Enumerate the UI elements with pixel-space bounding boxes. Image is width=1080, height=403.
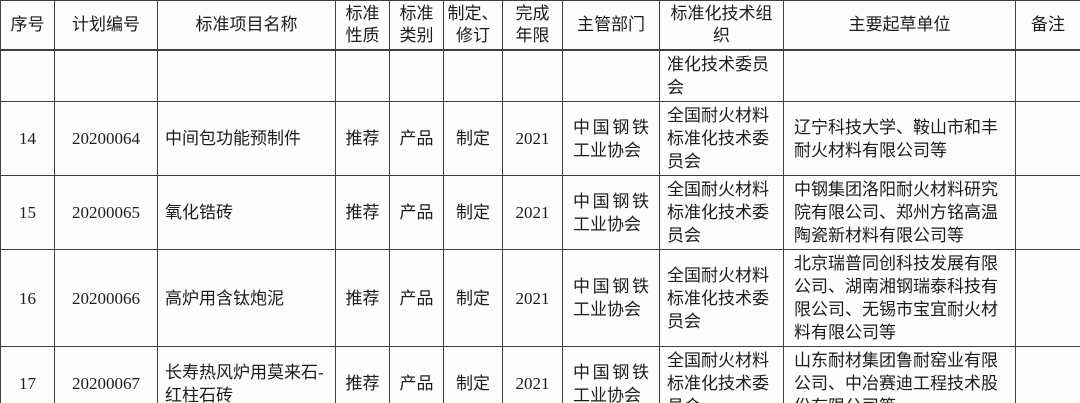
cell-drafters <box>783 49 1016 102</box>
cell-nature <box>335 49 390 102</box>
cell-remarks <box>1015 101 1080 176</box>
cell-drafters: 北京瑞普同创科技发展有限公司、湖南湘钢瑞泰科技有限公司、无锡市宝宜耐火材料有限公… <box>783 249 1016 347</box>
cell-action <box>443 49 503 102</box>
col-header-nature: 标准 性质 <box>335 0 390 51</box>
table-row-partial: 准化技术委员会 <box>0 49 1080 102</box>
col-header-action: 制定、 修订 <box>443 0 503 51</box>
cell-year: 2021 <box>502 175 563 250</box>
cell-org-continuation: 准化技术委员会 <box>659 49 784 102</box>
col-header-seq: 序号 <box>0 0 55 51</box>
cell-name: 中间包功能预制件 <box>157 101 336 176</box>
cell-dept: 中国钢铁工业协会 <box>562 101 660 176</box>
cell-drafters: 辽宁科技大学、鞍山市和丰耐火材料有限公司等 <box>783 101 1016 176</box>
cell-year <box>502 49 563 102</box>
table-row: 16 20200066 高炉用含钛炮泥 推荐 产品 制定 2021 中国钢铁工业… <box>0 249 1080 347</box>
col-header-remarks: 备注 <box>1015 0 1080 51</box>
cell-category: 产品 <box>389 175 444 250</box>
table-row: 14 20200064 中间包功能预制件 推荐 产品 制定 2021 中国钢铁工… <box>0 101 1080 176</box>
cell-category: 产品 <box>389 249 444 347</box>
cell-org: 全国耐火材料标准化技术委员会 <box>659 101 784 176</box>
cell-org: 全国耐火材料标准化技术委员会 <box>659 249 784 347</box>
cell-org: 全国耐火材料标准化技术委员会 <box>659 175 784 250</box>
cell-dept: 中国钢铁工业协会 <box>562 249 660 347</box>
cell-org: 全国耐火材料标准化技术委员会 <box>659 346 784 403</box>
col-header-category: 标准 类别 <box>389 0 444 51</box>
cell-plan-no <box>54 49 158 102</box>
col-header-year: 完成 年限 <box>502 0 563 51</box>
cell-category: 产品 <box>389 101 444 176</box>
cell-seq: 17 <box>0 346 55 403</box>
col-header-name: 标准项目名称 <box>157 0 336 51</box>
table-row: 15 20200065 氧化锆砖 推荐 产品 制定 2021 中国钢铁工业协会 … <box>0 175 1080 250</box>
cell-action: 制定 <box>443 249 503 347</box>
cell-nature: 推荐 <box>335 346 390 403</box>
cell-seq <box>0 49 55 102</box>
cell-name <box>157 49 336 102</box>
cell-category <box>389 49 444 102</box>
col-header-plan-no: 计划编号 <box>54 0 158 51</box>
cell-year: 2021 <box>502 101 563 176</box>
cell-name: 氧化锆砖 <box>157 175 336 250</box>
header-row: 序号 计划编号 标准项目名称 标准 性质 标准 类别 制定、 修订 完成 年限 … <box>0 0 1080 51</box>
cell-dept: 中国钢铁工业协会 <box>562 346 660 403</box>
col-header-dept: 主管部门 <box>562 0 660 51</box>
cell-name: 高炉用含钛炮泥 <box>157 249 336 347</box>
cell-plan-no: 20200064 <box>54 101 158 176</box>
cell-plan-no: 20200067 <box>54 346 158 403</box>
cell-action: 制定 <box>443 101 503 176</box>
cell-remarks <box>1015 346 1080 403</box>
cell-plan-no: 20200065 <box>54 175 158 250</box>
col-header-drafters: 主要起草单位 <box>783 0 1016 51</box>
cell-drafters: 山东耐材集团鲁耐窑业有限公司、中冶赛迪工程技术股份有限公司等 <box>783 346 1016 403</box>
cell-seq: 15 <box>0 175 55 250</box>
cell-dept: 中国钢铁工业协会 <box>562 175 660 250</box>
col-header-org: 标准化技术组 织 <box>659 0 784 51</box>
cell-seq: 16 <box>0 249 55 347</box>
cell-action: 制定 <box>443 346 503 403</box>
cell-year: 2021 <box>502 249 563 347</box>
cell-year: 2021 <box>502 346 563 403</box>
table-row: 17 20200067 长寿热风炉用莫来石-红柱石砖 推荐 产品 制定 2021… <box>0 346 1080 403</box>
cell-nature: 推荐 <box>335 175 390 250</box>
cell-nature: 推荐 <box>335 249 390 347</box>
cell-plan-no: 20200066 <box>54 249 158 347</box>
cell-seq: 14 <box>0 101 55 176</box>
cell-category: 产品 <box>389 346 444 403</box>
cell-remarks <box>1015 249 1080 347</box>
cell-dept <box>562 49 660 102</box>
cell-remarks <box>1015 49 1080 102</box>
cell-name: 长寿热风炉用莫来石-红柱石砖 <box>157 346 336 403</box>
cell-action: 制定 <box>443 175 503 250</box>
cell-drafters: 中钢集团洛阳耐火材料研究院有限公司、郑州方铭高温陶瓷新材料有限公司等 <box>783 175 1016 250</box>
cell-remarks <box>1015 175 1080 250</box>
cell-nature: 推荐 <box>335 101 390 176</box>
